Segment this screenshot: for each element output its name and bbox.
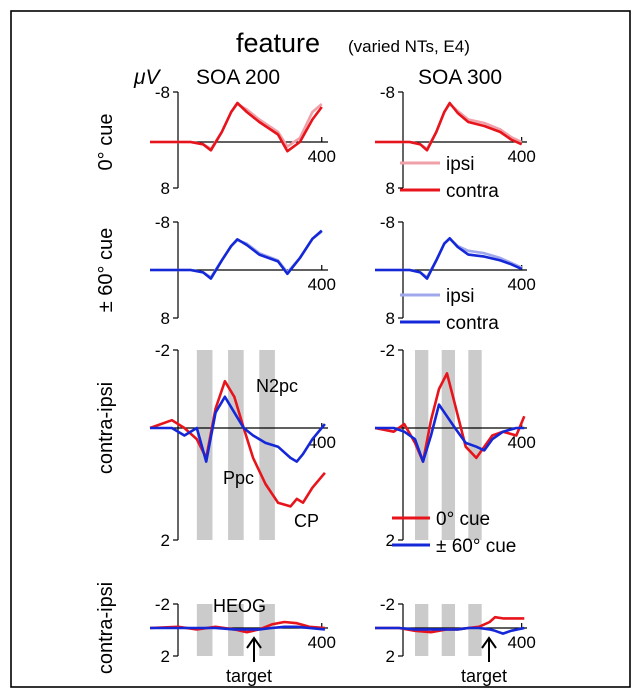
column-header-soa300: SOA 300 — [418, 66, 502, 89]
series-line — [375, 626, 525, 635]
row-label-contra-ipsi: contra-ipsi — [95, 382, 117, 474]
heog-label: HEOG — [213, 596, 266, 616]
legend-red-pair: ipsi contra — [400, 154, 499, 202]
panel-0-cue-soa200: -8 8 400 — [150, 83, 336, 198]
y-tick-label: -2 — [380, 595, 395, 614]
y-tick-label: 8 — [386, 309, 395, 328]
x-tick-label: 400 — [308, 147, 336, 166]
y-tick-label: 8 — [161, 179, 170, 198]
series-line — [375, 237, 523, 280]
x-tick-label: 400 — [507, 433, 535, 452]
legend-label-0-cue: 0° cue — [436, 509, 490, 530]
y-tick-label: 8 — [386, 179, 395, 198]
x-tick-label: 400 — [507, 633, 535, 652]
row-label-60-cue: ± 60° cue — [95, 228, 117, 313]
ppc-label: Ppc — [223, 468, 254, 488]
series-line — [150, 625, 326, 631]
y-tick-label: -2 — [380, 341, 395, 360]
shaded-interval — [196, 604, 213, 656]
panel-heog-soa200: -2 2 400 — [149, 595, 336, 666]
legend-label-contra: contra — [446, 181, 499, 202]
y-tick-label: 2 — [386, 647, 395, 666]
target-label-soa200: target — [226, 666, 272, 686]
unit-label: μV — [133, 66, 162, 89]
x-tick-label: 400 — [308, 275, 336, 294]
x-tick-label: 400 — [308, 633, 336, 652]
row-label-contra-ipsi-heog: contra-ipsi — [95, 582, 117, 674]
column-header-soa200: SOA 200 — [196, 66, 280, 89]
x-tick-label: 400 — [507, 275, 535, 294]
series-line — [375, 403, 525, 463]
panel-60-cue-soa200: -8 8 400 — [150, 213, 336, 328]
row-label-0-cue: 0° cue — [95, 114, 117, 171]
y-tick-label: 2 — [161, 647, 170, 666]
y-tick-label: 2 — [386, 531, 395, 550]
figure-frame — [10, 10, 631, 688]
x-tick-label: 400 — [507, 147, 535, 166]
y-tick-label: -2 — [155, 341, 170, 360]
legend-blue-pair: ipsi contra — [400, 286, 499, 334]
cp-label: CP — [294, 511, 319, 531]
legend-difference: 0° cue ± 60° cue — [392, 509, 516, 557]
figure-subtitle: (varied NTs, E4) — [348, 37, 470, 56]
series-line — [150, 101, 323, 153]
shaded-interval — [468, 604, 482, 656]
panel-heog-soa300: -2 2 400 — [375, 595, 536, 666]
panel-60-cue-soa300: -8 8 400 — [375, 213, 536, 328]
target-arrow-soa300 — [481, 636, 497, 662]
legend-label-60-cue: ± 60° cue — [436, 536, 516, 557]
figure-title: feature — [236, 28, 320, 58]
y-tick-label: -8 — [155, 83, 170, 102]
y-tick-label: -8 — [380, 213, 395, 232]
y-tick-label: 2 — [161, 531, 170, 550]
n2pc-label: N2pc — [256, 376, 298, 396]
legend-label-contra: contra — [446, 313, 499, 334]
shaded-interval — [415, 350, 429, 540]
series-line — [375, 101, 523, 152]
chart-panels: -8 8 400 -8 8 400 -8 8 400 -8 8 400 -2 2 400 -2 2 400 -2 2 4… — [149, 83, 536, 666]
y-tick-label: 8 — [161, 309, 170, 328]
target-label-soa300: target — [461, 666, 507, 686]
target-arrow-soa200 — [246, 636, 262, 662]
series-line — [150, 395, 326, 463]
series-line — [150, 229, 323, 280]
shaded-interval — [441, 350, 455, 540]
y-tick-label: -8 — [155, 213, 170, 232]
series-line — [374, 372, 526, 463]
legend-label-ipsi: ipsi — [446, 286, 475, 307]
shaded-interval — [196, 350, 213, 540]
legend-label-ipsi: ipsi — [446, 154, 475, 175]
shaded-interval — [259, 604, 275, 656]
series-line — [375, 237, 523, 279]
panel-0-cue-soa300: -8 8 400 — [375, 83, 536, 198]
y-tick-label: -8 — [380, 83, 395, 102]
panel-diff-soa300: -2 2 400 — [374, 341, 536, 550]
y-tick-label: -2 — [155, 595, 170, 614]
shaded-interval — [228, 350, 244, 540]
